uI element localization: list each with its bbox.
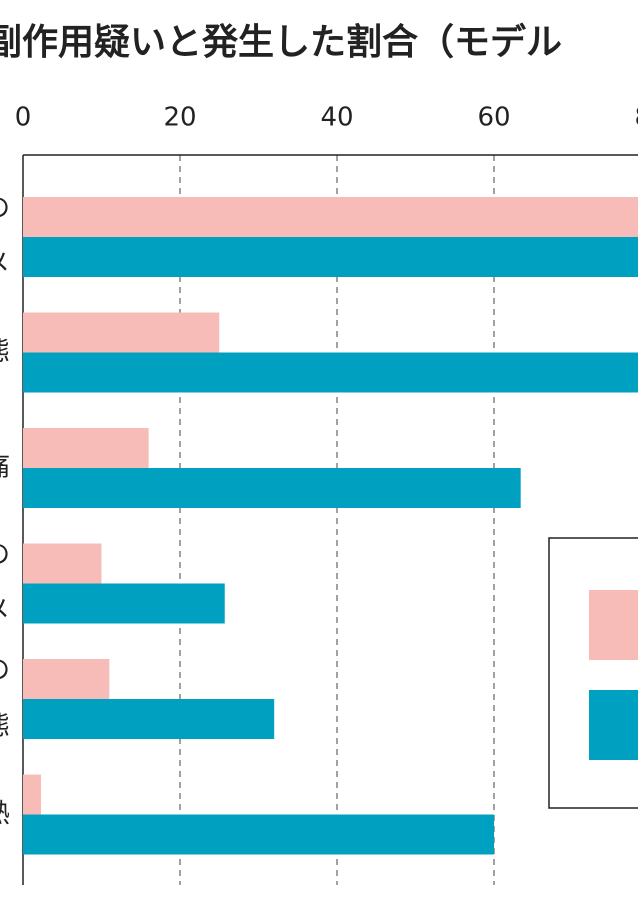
bar <box>23 428 149 468</box>
bar <box>23 312 220 353</box>
bar <box>23 352 638 393</box>
legend-box <box>548 537 638 809</box>
bar <box>23 237 638 277</box>
x-tick-label: 60 <box>477 103 510 133</box>
bar <box>23 814 494 855</box>
x-tick-label: 0 <box>15 103 32 133</box>
y-tick-label: の <box>0 194 10 224</box>
y-tick-label: メ <box>0 596 10 626</box>
y-tick-label: 痛 <box>0 453 10 483</box>
chart-title: 副作用疑いと発生した割合（モデル <box>0 21 562 63</box>
bar <box>23 543 102 584</box>
y-tick-label: の <box>0 540 10 570</box>
y-tick-label: 態 <box>0 712 10 742</box>
bar <box>23 197 638 237</box>
bar <box>23 774 42 815</box>
bar <box>23 699 275 739</box>
legend-swatch <box>589 690 638 760</box>
x-tick-label: 20 <box>163 103 196 133</box>
x-tick-label: 40 <box>320 103 353 133</box>
y-tick-label: の <box>0 656 10 686</box>
y-tick-label: 態 <box>0 337 10 367</box>
y-tick-label: メ <box>0 250 10 280</box>
bar <box>23 583 225 624</box>
x-tick-label: 80 <box>634 103 638 133</box>
legend-swatch <box>589 590 638 660</box>
bar <box>23 659 110 699</box>
bar <box>23 468 521 508</box>
y-tick-label: 熱 <box>0 799 10 829</box>
